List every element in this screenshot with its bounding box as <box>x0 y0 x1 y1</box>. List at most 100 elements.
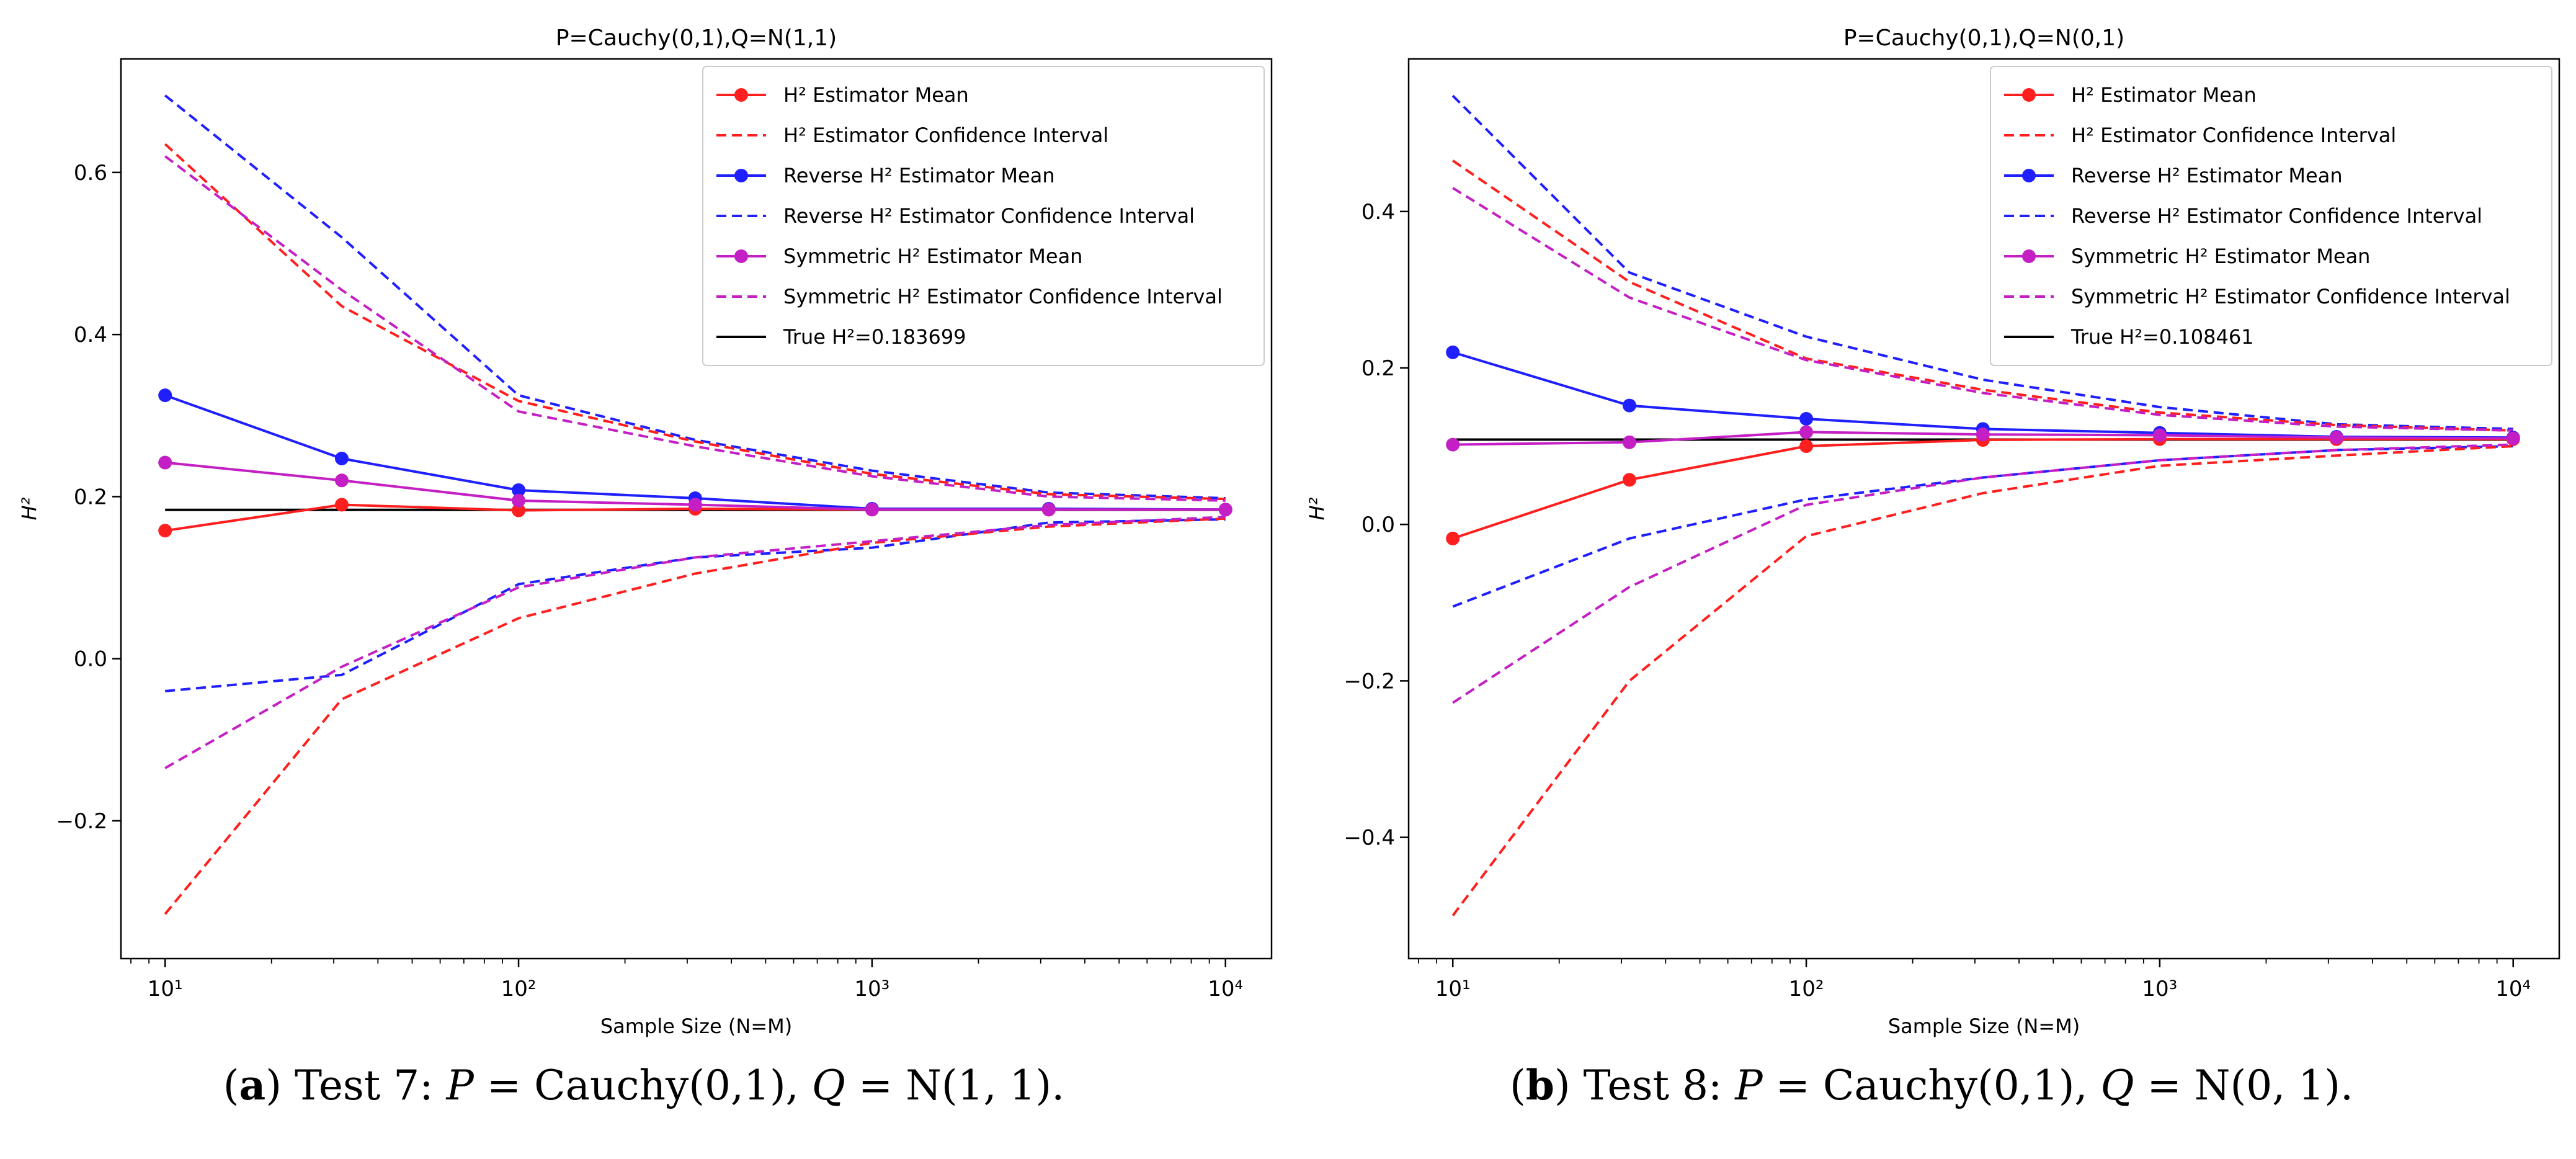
x-tick-label: 10¹ <box>148 977 183 1001</box>
caption-p-label: P <box>446 1062 474 1109</box>
caption-p-label: P <box>1735 1062 1763 1109</box>
caption-b: (b) Test 8: P = Cauchy(0,1), Q = N(0, 1)… <box>1510 1061 2353 1109</box>
data-point-h2-estimator-mean <box>1622 473 1636 487</box>
chart-title: P=Cauchy(0,1),Q=N(1,1) <box>556 25 837 51</box>
series-line-reverse-h2-estimator-confidence-interval-upper <box>164 94 1226 499</box>
data-point-symmetric-h2-estimator-mean <box>1218 503 1232 517</box>
legend: H² Estimator Mean H² Estimator Confidence… <box>702 66 1265 366</box>
series-line-symmetric-h2-estimator-confidence-interval-lower <box>164 516 1226 769</box>
series-line-h2-estimator-confidence-interval-lower <box>164 517 1226 915</box>
legend-label: Symmetric H² Estimator Mean <box>783 244 1082 268</box>
data-point-symmetric-h2-estimator-mean <box>1041 503 1056 517</box>
legend-swatch-marker <box>2022 169 2036 182</box>
y-tick-label: −0.4 <box>1344 826 1395 851</box>
caption-p-value: = Cauchy(0,1), <box>1775 1062 2088 1109</box>
legend-label: Reverse H² Estimator Confidence Interval <box>783 204 1195 228</box>
y-tick-label: 0.4 <box>74 323 107 347</box>
caption-tag: b <box>1525 1061 1554 1109</box>
legend-label: Reverse H² Estimator Mean <box>783 164 1055 187</box>
x-tick-label: 10³ <box>854 977 889 1001</box>
legend-label: Symmetric H² Estimator Mean <box>2071 244 2370 268</box>
data-point-reverse-h2-estimator-mean <box>334 452 349 466</box>
y-tick-label: −0.2 <box>1344 669 1395 694</box>
data-point-reverse-h2-estimator-mean <box>1799 412 1814 426</box>
y-tick-label: 0.0 <box>1362 512 1395 537</box>
legend-label: Reverse H² Estimator Confidence Interval <box>2071 204 2482 228</box>
y-axis-label: H² <box>1305 497 1329 520</box>
legend-swatch-marker <box>734 169 748 182</box>
data-point-reverse-h2-estimator-mean <box>1622 398 1636 413</box>
caption-q-value: = N(1, 1). <box>858 1062 1065 1109</box>
data-point-symmetric-h2-estimator-mean <box>334 473 349 488</box>
x-tick-label: 10² <box>1789 977 1824 1001</box>
series-line-reverse-h2-estimator-confidence-interval-upper <box>1451 94 2513 431</box>
data-point-h2-estimator-mean <box>1446 531 1460 545</box>
data-point-symmetric-h2-estimator-mean <box>158 455 172 470</box>
legend-label: H² Estimator Mean <box>783 83 969 107</box>
legend-label: Symmetric H² Estimator Confidence Interv… <box>2071 285 2510 308</box>
data-point-symmetric-h2-estimator-mean <box>1446 437 1460 452</box>
legend-label: H² Estimator Confidence Interval <box>2071 123 2396 147</box>
chart-panel-a: P=Cauchy(0,1),Q=N(1,1) 10¹ 10² 10³ 10⁴ −0.2 0.… <box>17 25 1273 1109</box>
data-point-symmetric-h2-estimator-mean <box>2152 428 2167 442</box>
caption-q-value: = N(0, 1). <box>2147 1062 2353 1109</box>
legend-swatch-marker <box>2022 249 2036 263</box>
legend: H² Estimator Mean H² Estimator Confidence… <box>1990 66 2552 366</box>
legend-label: True H²=0.183699 <box>783 325 966 349</box>
series-group <box>158 94 1232 915</box>
series-line-symmetric-h2-estimator-confidence-interval-lower <box>1452 443 2513 704</box>
legend-label: Reverse H² Estimator Mean <box>2071 164 2343 187</box>
data-point-symmetric-h2-estimator-mean <box>1976 427 1990 442</box>
chart-panel-b: P=Cauchy(0,1),Q=N(0,1) 10¹ 10² 10³ 10⁴ −0.4 −0… <box>1288 0 2575 1159</box>
data-point-symmetric-h2-estimator-mean <box>2329 431 2343 445</box>
legend-swatch-marker <box>2022 88 2036 102</box>
data-point-symmetric-h2-estimator-mean <box>865 503 879 517</box>
series-line-symmetric-h2-estimator-confidence-interval-upper <box>164 155 1226 502</box>
x-tick-label: 10¹ <box>1435 977 1471 1001</box>
data-point-h2-estimator-mean <box>1799 439 1814 454</box>
y-tick-label: −0.2 <box>56 809 107 834</box>
data-point-h2-estimator-mean <box>512 503 526 517</box>
legend-swatch-marker <box>734 88 748 102</box>
x-tick-label: 10⁴ <box>2495 977 2531 1001</box>
series-group <box>1446 94 2520 916</box>
data-point-h2-estimator-mean <box>334 498 349 512</box>
legend-box <box>1990 66 2552 366</box>
y-tick-label: 0.2 <box>1362 356 1395 381</box>
data-point-reverse-h2-estimator-mean <box>158 388 172 403</box>
caption-test: Test 8: <box>1583 1062 1723 1109</box>
x-tick-label: 10⁴ <box>1208 977 1243 1001</box>
caption-q-label: Q <box>2100 1062 2134 1109</box>
data-point-h2-estimator-mean <box>158 524 172 538</box>
y-tick-label: 0.0 <box>74 647 107 672</box>
y-tick-label: 0.2 <box>74 485 107 509</box>
y-axis-label: H² <box>17 497 41 520</box>
chart-test-8: P=Cauchy(0,1),Q=N(0,1) 10¹ 10² 10³ 10⁴ −0.4 −0… <box>1305 25 2560 1038</box>
x-tick-label: 10³ <box>2142 977 2177 1001</box>
chart-title: P=Cauchy(0,1),Q=N(0,1) <box>1843 25 2124 51</box>
caption-tag: a <box>239 1061 266 1109</box>
data-point-symmetric-h2-estimator-mean <box>512 493 526 508</box>
legend-label: H² Estimator Confidence Interval <box>783 123 1108 147</box>
data-point-symmetric-h2-estimator-mean <box>1799 425 1814 439</box>
caption-p-value: = Cauchy(0,1), <box>486 1062 799 1109</box>
caption-q-label: Q <box>811 1062 845 1109</box>
caption-a: (a) Test 7: P = Cauchy(0,1), Q = N(1, 1)… <box>223 1061 1065 1109</box>
data-point-symmetric-h2-estimator-mean <box>2506 431 2520 445</box>
series-line-symmetric-h2-estimator-confidence-interval-upper <box>1452 187 2513 432</box>
series-line-h2-estimator-confidence-interval-upper <box>164 143 1226 501</box>
chart-test-7: P=Cauchy(0,1),Q=N(1,1) 10¹ 10² 10³ 10⁴ −0.2 0.… <box>17 25 1273 1038</box>
x-axis-label: Sample Size (N=M) <box>1888 1014 2080 1038</box>
data-point-symmetric-h2-estimator-mean <box>1622 435 1636 449</box>
caption-test: Test 7: <box>294 1062 434 1109</box>
legend-label: H² Estimator Mean <box>2071 83 2257 107</box>
x-tick-label: 10² <box>501 977 537 1001</box>
data-point-reverse-h2-estimator-mean <box>512 483 526 497</box>
legend-label: True H²=0.108461 <box>2070 325 2254 349</box>
legend-box <box>702 66 1265 366</box>
x-axis-label: Sample Size (N=M) <box>600 1014 792 1038</box>
y-tick-label: 0.4 <box>1362 200 1395 225</box>
series-line-h2-estimator-confidence-interval-lower <box>1451 445 2513 916</box>
legend-label: Symmetric H² Estimator Confidence Interv… <box>783 285 1223 308</box>
data-point-symmetric-h2-estimator-mean <box>688 498 702 512</box>
